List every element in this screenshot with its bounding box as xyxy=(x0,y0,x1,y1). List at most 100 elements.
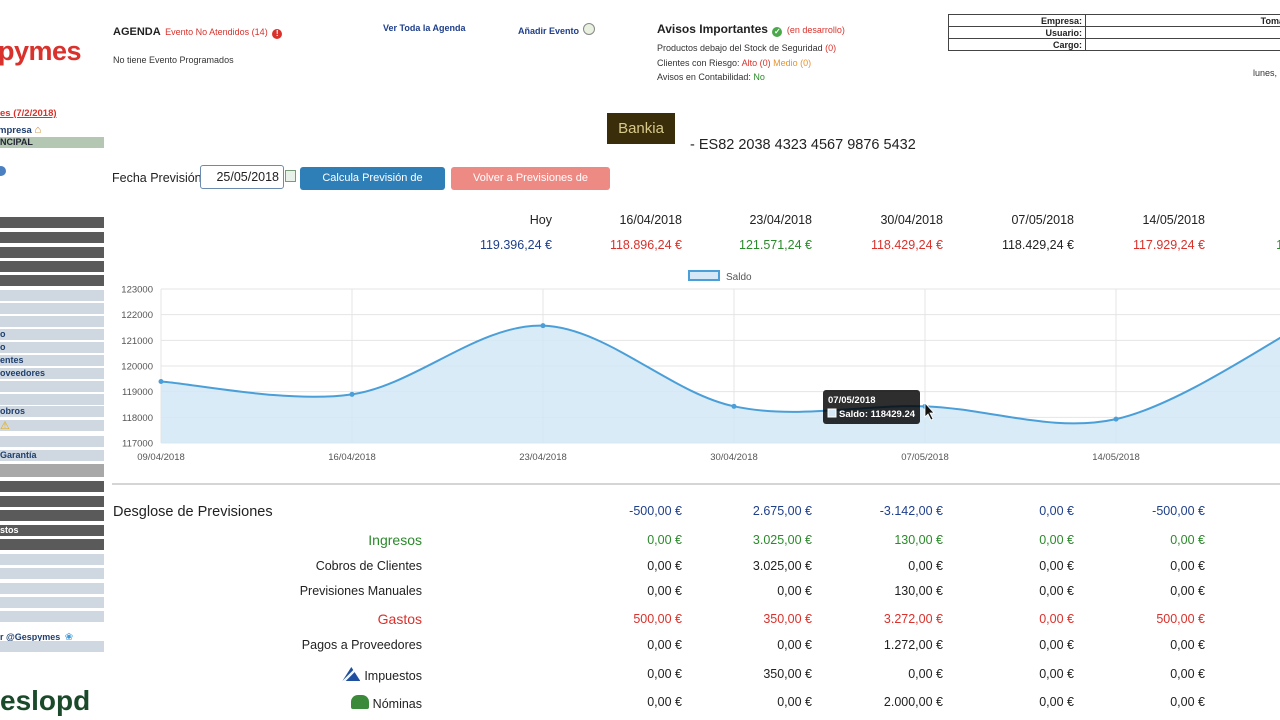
user-info-table: Empresa: Tomá Usuario: Cargo: xyxy=(948,14,1280,51)
sidebar-empresa-link[interactable]: mpresa ⌂ xyxy=(0,124,41,136)
breakdown-total: 0,00 € xyxy=(1039,504,1074,518)
sidebar-menu-bar[interactable] xyxy=(0,290,104,301)
breakdown-row-text: Gastos xyxy=(377,611,422,627)
breakdown-row-text: Cobros de Clientes xyxy=(315,559,422,573)
summary-balance: 121.571,24 € xyxy=(739,238,812,252)
sidebar-menu-bar[interactable] xyxy=(0,217,104,228)
sidebar-menu-bar[interactable] xyxy=(0,568,104,579)
sidebar-item-label: o xyxy=(0,329,6,339)
sidebar-menu-item[interactable]: ⚠ xyxy=(0,420,104,432)
usuario-label: Usuario: xyxy=(948,26,1086,39)
sidebar-menu-bar[interactable] xyxy=(0,316,104,327)
sidebar-menu-bar[interactable] xyxy=(0,303,104,314)
breakdown-cell: 0,00 € xyxy=(1039,695,1074,709)
sidebar-item-garantia[interactable]: Garantía xyxy=(0,450,104,461)
section-divider xyxy=(112,483,1280,485)
data-point xyxy=(1113,416,1119,422)
sidebar-menu-bar[interactable] xyxy=(0,381,104,392)
sidebar-menu-bar[interactable] xyxy=(0,247,104,258)
y-tick-label: 123000 xyxy=(121,285,153,296)
view-all-agenda-link[interactable]: Ver Toda la Agenda xyxy=(383,23,466,33)
x-tick-label: 14/05/2018 xyxy=(1092,452,1140,463)
help-icon[interactable] xyxy=(0,166,6,176)
breakdown-cell: 0,00 € xyxy=(647,584,682,598)
add-event-link[interactable]: Añadir Evento xyxy=(518,21,596,39)
cargo-label: Cargo: xyxy=(948,38,1086,51)
data-point xyxy=(158,378,164,384)
sidebar-menu-bar[interactable] xyxy=(0,261,104,272)
sidebar-menu-bar[interactable] xyxy=(0,394,104,405)
sidebar-menu-bar[interactable] xyxy=(0,583,104,594)
sidebar-menu-bar[interactable] xyxy=(0,436,104,447)
calendar-icon[interactable] xyxy=(285,170,296,182)
data-point xyxy=(540,323,546,329)
tooltip-box xyxy=(823,390,920,424)
breakdown-cell: 0,00 € xyxy=(647,559,682,573)
risk-high-link[interactable]: Alto (0) xyxy=(741,58,771,68)
stock-label: Productos debajo del Stock de Seguridad xyxy=(657,43,823,53)
summary-date: Hoy xyxy=(529,213,552,227)
calc-forecast-button[interactable]: Calcula Previsión de Tesorería xyxy=(300,167,445,207)
tax-agency-icon xyxy=(342,667,361,681)
breakdown-cell: 3.272,00 € xyxy=(883,612,943,626)
sidebar-menu-item[interactable]: o xyxy=(0,329,104,340)
sidebar-menu-bar[interactable] xyxy=(0,496,104,507)
sidebar-principal-bar[interactable]: NCIPAL xyxy=(0,137,104,148)
sidebar-date-link[interactable]: es (7/2/2018) xyxy=(0,108,57,119)
sidebar-menu-bar[interactable] xyxy=(0,611,104,622)
agenda-unattended-link[interactable]: Evento No Atendidos (14) xyxy=(165,27,268,37)
usuario-value xyxy=(1085,26,1280,39)
breakdown-cell: 0,00 € xyxy=(1039,612,1074,626)
data-point xyxy=(731,403,737,409)
sidebar-menu-bar[interactable] xyxy=(0,554,104,565)
summary-date: 23/04/2018 xyxy=(749,213,812,227)
cargo-value xyxy=(1085,38,1280,51)
breakdown-title: Desglose de Previsiones xyxy=(113,504,273,520)
sidebar-menu-item[interactable]: o xyxy=(0,342,104,353)
data-point xyxy=(349,391,355,397)
breakdown-cell: 0,00 € xyxy=(1170,584,1205,598)
sidebar-item-clientes[interactable]: entes xyxy=(0,355,104,366)
sidebar-item-proveedores[interactable]: oveedores xyxy=(0,368,104,379)
breakdown-cell: 0,00 € xyxy=(1170,533,1205,547)
back-forecast-button[interactable]: Volver a Previsiones de Tesorería xyxy=(451,167,610,207)
summary-date: 14/05/2018 xyxy=(1142,213,1205,227)
x-tick-label: 30/04/2018 xyxy=(710,452,758,463)
sidebar-item-cobros[interactable]: obros xyxy=(0,406,104,417)
y-tick-label: 118000 xyxy=(122,413,153,424)
risk-mid-link[interactable]: Medio (0) xyxy=(773,58,812,68)
breakdown-cell: 0,00 € xyxy=(1170,695,1205,709)
y-tick-label: 121000 xyxy=(121,336,153,347)
sidebar-item-gastos[interactable]: stos xyxy=(0,525,104,536)
stock-warning[interactable]: Productos debajo del Stock de Seguridad … xyxy=(657,43,836,53)
sidebar-item-label: entes xyxy=(0,355,24,365)
breakdown-cell: 0,00 € xyxy=(908,667,943,681)
sidebar-menu-bar[interactable] xyxy=(0,641,104,652)
breakdown-row-label: Gastos xyxy=(102,611,422,627)
sidebar-menu-bar[interactable] xyxy=(0,597,104,608)
sidebar-menu-bar[interactable] xyxy=(0,275,104,286)
breakdown-row-text: Nóminas xyxy=(372,697,422,711)
x-tick-label: 23/04/2018 xyxy=(519,452,567,463)
tooltip-swatch xyxy=(827,408,837,418)
sidebar-menu-bar[interactable] xyxy=(0,481,104,492)
breakdown-cell: 0,00 € xyxy=(1170,667,1205,681)
breakdown-row-text: Previsiones Manuales xyxy=(299,584,422,598)
forecast-date-input[interactable] xyxy=(200,165,284,189)
sidebar-menu-bar[interactable] xyxy=(0,539,104,550)
accounting-value: No xyxy=(753,72,765,82)
x-tick-label: 07/05/2018 xyxy=(901,452,949,463)
agenda-title: AGENDA xyxy=(113,26,161,38)
summary-date: 2 xyxy=(1150,213,1280,227)
avisos-header: Avisos Importantes ✓ (en desarrollo) xyxy=(657,20,845,38)
breakdown-row-label: Previsiones Manuales xyxy=(102,584,422,598)
bottom-logo: eslopd xyxy=(0,685,91,716)
breakdown-cell: 0,00 € xyxy=(647,533,682,547)
breakdown-cell: 0,00 € xyxy=(647,695,682,709)
sidebar-menu-bar[interactable] xyxy=(0,464,104,477)
app-logo: pymes xyxy=(0,36,82,66)
bank-logo: Bankia xyxy=(607,113,675,144)
sidebar-menu-bar[interactable] xyxy=(0,232,104,243)
sidebar-menu-bar[interactable] xyxy=(0,510,104,521)
twitter-link[interactable]: r @Gespymes ❀ xyxy=(0,627,73,645)
